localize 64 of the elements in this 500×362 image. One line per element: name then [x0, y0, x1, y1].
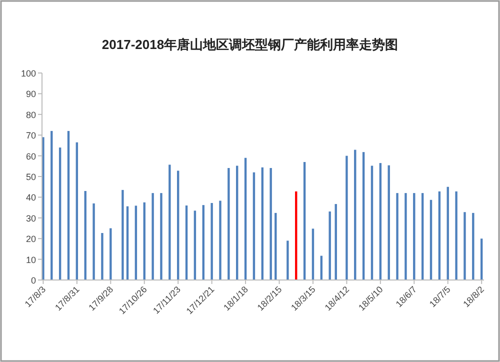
y-tick-label: 70 [26, 130, 36, 141]
bar [76, 142, 78, 280]
y-tick-label: 30 [26, 213, 36, 224]
bar [110, 228, 112, 280]
bar [455, 191, 458, 280]
bar [42, 137, 44, 280]
bar [126, 206, 129, 280]
bar [261, 167, 264, 280]
bar [328, 211, 331, 280]
bar [413, 193, 416, 280]
bar [404, 193, 407, 280]
bar [228, 168, 230, 280]
bar [236, 166, 238, 280]
bar [346, 156, 348, 280]
bar [362, 152, 365, 280]
bar [295, 191, 298, 280]
bar [50, 130, 53, 280]
bar [210, 202, 213, 280]
bar [286, 240, 289, 280]
bar [396, 193, 398, 280]
bar [270, 168, 272, 280]
bar [122, 190, 124, 280]
bar [464, 212, 466, 280]
bar [421, 193, 424, 280]
bar [446, 186, 449, 280]
bar [430, 200, 432, 280]
bar [202, 205, 204, 280]
bar [92, 203, 95, 280]
bar [185, 205, 188, 280]
bar [168, 164, 171, 280]
bar [160, 193, 162, 280]
bar [244, 158, 247, 280]
bar [152, 193, 154, 280]
bar [370, 166, 374, 280]
bar [472, 212, 474, 280]
bar [219, 200, 222, 280]
chart-title: 2017-2018年唐山地区调坯型钢厂产能利用率走势图 [102, 37, 398, 52]
y-tick-label: 20 [26, 234, 36, 244]
y-tick-label: 80 [26, 110, 36, 120]
bar [252, 172, 256, 280]
bar [134, 206, 138, 280]
bar [67, 130, 70, 280]
bar [101, 233, 104, 280]
bar [480, 238, 483, 280]
bar [194, 210, 196, 280]
y-tick-label: 40 [26, 192, 36, 203]
bar [84, 190, 86, 280]
bar [143, 202, 146, 280]
bar [303, 162, 306, 280]
bar [379, 163, 382, 280]
y-tick-label: 0 [30, 276, 36, 286]
bar [354, 150, 356, 280]
bar [312, 228, 314, 280]
y-tick-label: 90 [26, 89, 36, 100]
bar [334, 204, 337, 280]
bar [388, 165, 390, 280]
bar [58, 148, 62, 280]
y-tick-label: 60 [26, 151, 36, 162]
bar [438, 191, 441, 280]
y-tick-label: 50 [26, 172, 36, 182]
bar [274, 212, 277, 280]
y-tick-label: 100 [20, 68, 36, 78]
bar [176, 170, 180, 280]
y-tick-label: 10 [26, 254, 36, 265]
